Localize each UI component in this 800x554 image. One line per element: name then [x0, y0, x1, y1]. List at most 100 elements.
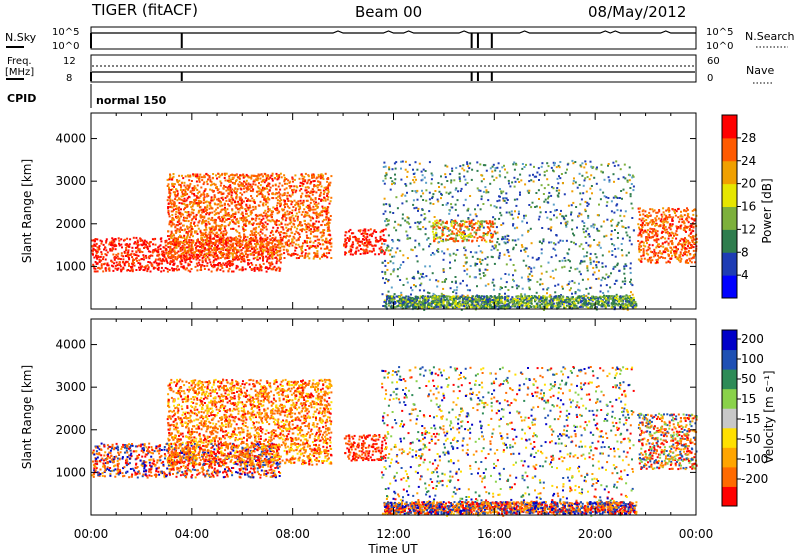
echo-cell — [293, 188, 296, 191]
echo-cell — [447, 192, 450, 195]
echo-cell — [237, 185, 240, 188]
echo-cell — [311, 225, 314, 228]
echo-cell — [231, 181, 234, 184]
echo-cell — [582, 231, 585, 234]
echo-cell — [349, 238, 351, 241]
echo-cell — [574, 243, 577, 246]
echo-cell — [552, 203, 555, 206]
echo-cell — [455, 289, 458, 292]
echo-cell — [607, 197, 610, 199]
echo-cell — [563, 257, 566, 259]
echo-cell — [120, 243, 123, 246]
echo-cell — [173, 251, 176, 254]
echo-cell — [344, 251, 347, 254]
echo-cell — [211, 211, 214, 214]
echo-cell — [214, 228, 217, 231]
echo-cell — [535, 175, 538, 178]
echo-cell — [598, 203, 600, 206]
echo-cell — [208, 244, 211, 246]
echo-cell — [627, 251, 630, 254]
echo-cell — [256, 248, 259, 251]
echo-cell — [282, 193, 285, 196]
echo-cell — [259, 192, 262, 195]
echo-cell — [278, 182, 281, 185]
echo-cell — [320, 175, 323, 178]
echo-cell — [630, 243, 633, 246]
echo-cell — [113, 245, 116, 248]
echo-cell — [381, 242, 383, 245]
echo-cell — [596, 229, 599, 232]
echo-cell — [496, 166, 499, 169]
echo-cell — [456, 232, 458, 235]
echo-cell — [496, 241, 499, 244]
echo-cell — [325, 186, 328, 189]
echo-cell — [580, 259, 583, 262]
echo-cell — [231, 243, 234, 246]
echo-cell — [213, 253, 216, 256]
echo-cell — [194, 256, 196, 259]
echo-cell — [453, 225, 455, 228]
echo-cell — [191, 255, 194, 258]
echo-cell — [470, 235, 473, 238]
echo-cell — [149, 261, 151, 264]
echo-cell — [202, 254, 205, 257]
echo-cell — [221, 220, 224, 223]
echo-cell — [537, 258, 540, 261]
echo-cell — [244, 181, 247, 184]
echo-cell — [281, 237, 284, 240]
echo-cell — [326, 189, 329, 191]
echo-cell — [171, 210, 174, 213]
echo-cell — [134, 246, 137, 249]
echo-cell — [574, 292, 577, 295]
echo-cell — [615, 293, 618, 296]
echo-cell — [562, 215, 565, 218]
echo-cell — [191, 246, 194, 249]
echo-cell — [154, 258, 157, 261]
echo-cell — [249, 266, 251, 269]
echo-cell — [435, 221, 438, 224]
echo-cell — [131, 268, 134, 271]
echo-cell — [483, 274, 485, 277]
echo-cell — [484, 268, 487, 271]
echo-cell — [457, 224, 460, 227]
echo-cell — [113, 256, 116, 258]
echo-cell — [251, 190, 254, 193]
echo-cell — [220, 232, 222, 235]
echo-cell — [250, 268, 253, 270]
echo-cell — [256, 268, 259, 271]
echo-cell — [220, 248, 223, 250]
echo-cell — [385, 203, 388, 206]
echo-cell — [589, 245, 592, 248]
echo-cell — [313, 222, 316, 225]
echo-cell — [239, 204, 242, 206]
echo-cell — [499, 286, 502, 289]
echo-cell — [168, 192, 171, 194]
echo-cell — [234, 213, 237, 216]
echo-cell — [94, 238, 97, 240]
echo-cell — [488, 220, 491, 223]
echo-cell — [311, 174, 313, 177]
echo-cell — [328, 252, 331, 255]
echo-cell — [522, 259, 525, 262]
echo-cell — [190, 251, 193, 254]
echo-cell — [416, 260, 419, 263]
echo-cell — [530, 267, 533, 270]
echo-cell — [390, 286, 393, 289]
echo-cell — [489, 167, 492, 170]
echo-cell — [313, 203, 316, 205]
echo-cell — [157, 253, 160, 256]
echo-cell — [169, 220, 172, 223]
echo-cell — [227, 269, 230, 272]
echo-cell — [436, 198, 439, 201]
echo-cell — [113, 243, 116, 246]
echo-cell — [178, 228, 181, 231]
echo-cell — [322, 189, 325, 192]
echo-cell — [607, 164, 609, 167]
echo-cell — [172, 238, 175, 241]
echo-cell — [293, 223, 296, 226]
echo-cell — [361, 248, 364, 251]
echo-cell — [224, 210, 227, 213]
echo-cell — [480, 236, 483, 239]
echo-cell — [176, 207, 179, 210]
echo-cell — [93, 239, 96, 242]
